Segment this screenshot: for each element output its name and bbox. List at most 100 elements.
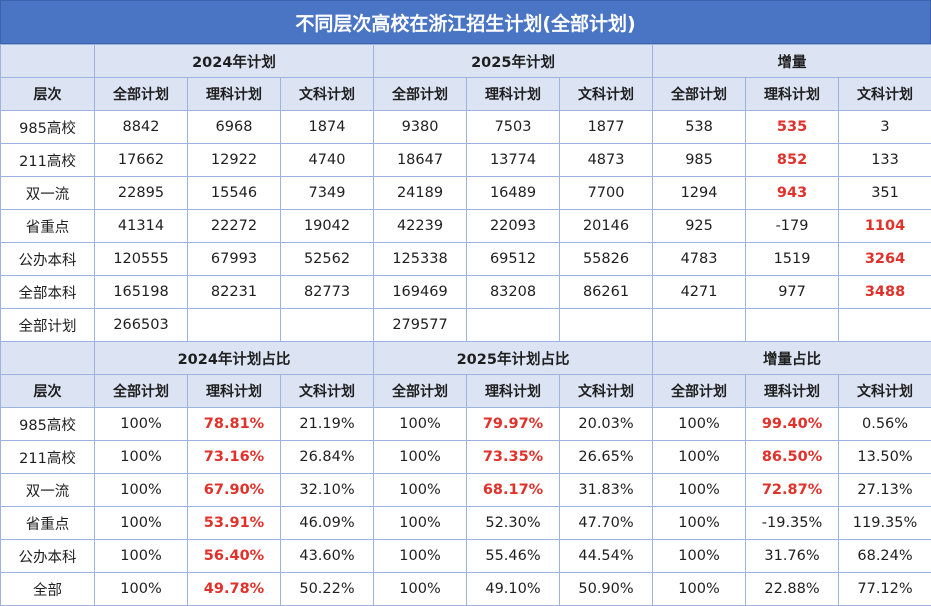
value-cell: 100% [652, 473, 747, 507]
value-cell: 1104 [838, 209, 931, 243]
value-cell: -179 [745, 209, 840, 243]
value-cell: 77.12% [838, 572, 931, 606]
value-cell: 100% [652, 407, 747, 441]
value-cell [279, 308, 375, 342]
value-cell: 27.13% [838, 473, 931, 507]
value-cell: 52.30% [466, 506, 561, 540]
value-cell: 7700 [559, 176, 654, 210]
row-label-cell: 211高校 [0, 143, 95, 177]
column-header: 理科计划 [187, 374, 281, 408]
value-cell: 535 [745, 110, 840, 144]
value-cell: 99.40% [745, 407, 840, 441]
value-cell: 266503 [94, 308, 188, 342]
column-header: 文科计划 [279, 77, 375, 111]
value-cell: 79.97% [466, 407, 561, 441]
group-header: 2024年计划占比 [93, 341, 375, 375]
sheet-title: 不同层次高校在浙江招生计划(全部计划) [0, 0, 931, 44]
value-cell: 852 [745, 143, 840, 177]
column-header: 理科计划 [187, 77, 281, 111]
value-cell: 100% [94, 506, 188, 540]
table-row: 双一流 22895 15546 7349 24189 16489 7700 1294 943 35… [0, 176, 931, 210]
value-cell: 53.91% [187, 506, 281, 540]
value-cell: -19.35% [745, 506, 840, 540]
value-cell: 50.90% [559, 572, 654, 606]
table-row: 公办本科 100% 56.40% 43.60% 100% 55.46% 44.54% 100%… [0, 539, 931, 573]
value-cell: 46.09% [279, 506, 375, 540]
value-cell: 1877 [559, 110, 654, 144]
value-cell: 100% [652, 539, 747, 573]
column-header: 文科计划 [838, 374, 931, 408]
value-cell: 119.35% [838, 506, 931, 540]
value-cell: 21.19% [279, 407, 375, 441]
value-cell [838, 308, 931, 342]
value-cell: 943 [745, 176, 840, 210]
value-cell: 26.84% [279, 440, 375, 474]
table-row: 全部 100% 49.78% 50.22% 100% 49.10% 50.90% 100% 22… [0, 572, 931, 606]
value-cell: 100% [373, 473, 468, 507]
value-cell: 7349 [279, 176, 375, 210]
value-cell: 279577 [373, 308, 468, 342]
column-header: 文科计划 [838, 77, 931, 111]
row-label-cell: 省重点 [0, 506, 95, 540]
value-cell [652, 308, 747, 342]
group-header: 2024年计划 [93, 44, 375, 78]
value-cell: 15546 [187, 176, 281, 210]
value-cell: 100% [94, 407, 188, 441]
value-cell: 3 [838, 110, 931, 144]
value-cell: 100% [373, 440, 468, 474]
value-cell: 100% [94, 473, 188, 507]
value-cell [187, 308, 281, 342]
value-cell: 17662 [94, 143, 188, 177]
row-label-cell: 全部 [0, 572, 95, 606]
value-cell: 22.88% [745, 572, 840, 606]
value-cell: 169469 [373, 275, 468, 309]
column-header: 全部计划 [373, 77, 468, 111]
value-cell: 4740 [279, 143, 375, 177]
value-cell: 55.46% [466, 539, 561, 573]
value-cell: 7503 [466, 110, 561, 144]
column-header: 层次 [0, 374, 95, 408]
column-header: 全部计划 [652, 77, 747, 111]
value-cell [559, 308, 654, 342]
column-header: 文科计划 [559, 374, 654, 408]
column-header: 全部计划 [94, 374, 188, 408]
value-cell: 125338 [373, 242, 468, 276]
value-cell: 67993 [187, 242, 281, 276]
value-cell: 1294 [652, 176, 747, 210]
value-cell: 82231 [187, 275, 281, 309]
value-cell: 3488 [838, 275, 931, 309]
value-cell: 4271 [652, 275, 747, 309]
column-header: 全部计划 [652, 374, 747, 408]
table-row: 211高校 17662 12922 4740 18647 13774 4873 985 852 1… [0, 143, 931, 177]
value-cell: 4783 [652, 242, 747, 276]
value-cell: 41314 [94, 209, 188, 243]
section2-group-row: 2024年计划占比 2025年计划占比 增量占比 [0, 341, 931, 375]
table-row: 211高校 100% 73.16% 26.84% 100% 73.35% 26.65% 100… [0, 440, 931, 474]
value-cell: 49.10% [466, 572, 561, 606]
value-cell: 31.83% [559, 473, 654, 507]
row-label-cell: 双一流 [0, 473, 95, 507]
value-cell: 4873 [559, 143, 654, 177]
value-cell: 100% [94, 572, 188, 606]
value-cell: 86.50% [745, 440, 840, 474]
value-cell: 100% [652, 440, 747, 474]
value-cell: 26.65% [559, 440, 654, 474]
table-row: 985高校 8842 6968 1874 9380 7503 1877 538 535 3 [0, 110, 931, 144]
value-cell: 31.76% [745, 539, 840, 573]
value-cell: 69512 [466, 242, 561, 276]
value-cell: 18647 [373, 143, 468, 177]
value-cell: 68.24% [838, 539, 931, 573]
group-header: 2025年计划 [373, 44, 654, 78]
value-cell: 78.81% [187, 407, 281, 441]
value-cell: 32.10% [279, 473, 375, 507]
value-cell: 1874 [279, 110, 375, 144]
value-cell: 100% [373, 506, 468, 540]
section1-group-row: 2024年计划 2025年计划 增量 [0, 44, 931, 78]
column-header: 理科计划 [745, 77, 840, 111]
value-cell: 1519 [745, 242, 840, 276]
value-cell [466, 308, 561, 342]
value-cell: 13.50% [838, 440, 931, 474]
value-cell: 985 [652, 143, 747, 177]
column-header: 理科计划 [466, 77, 561, 111]
